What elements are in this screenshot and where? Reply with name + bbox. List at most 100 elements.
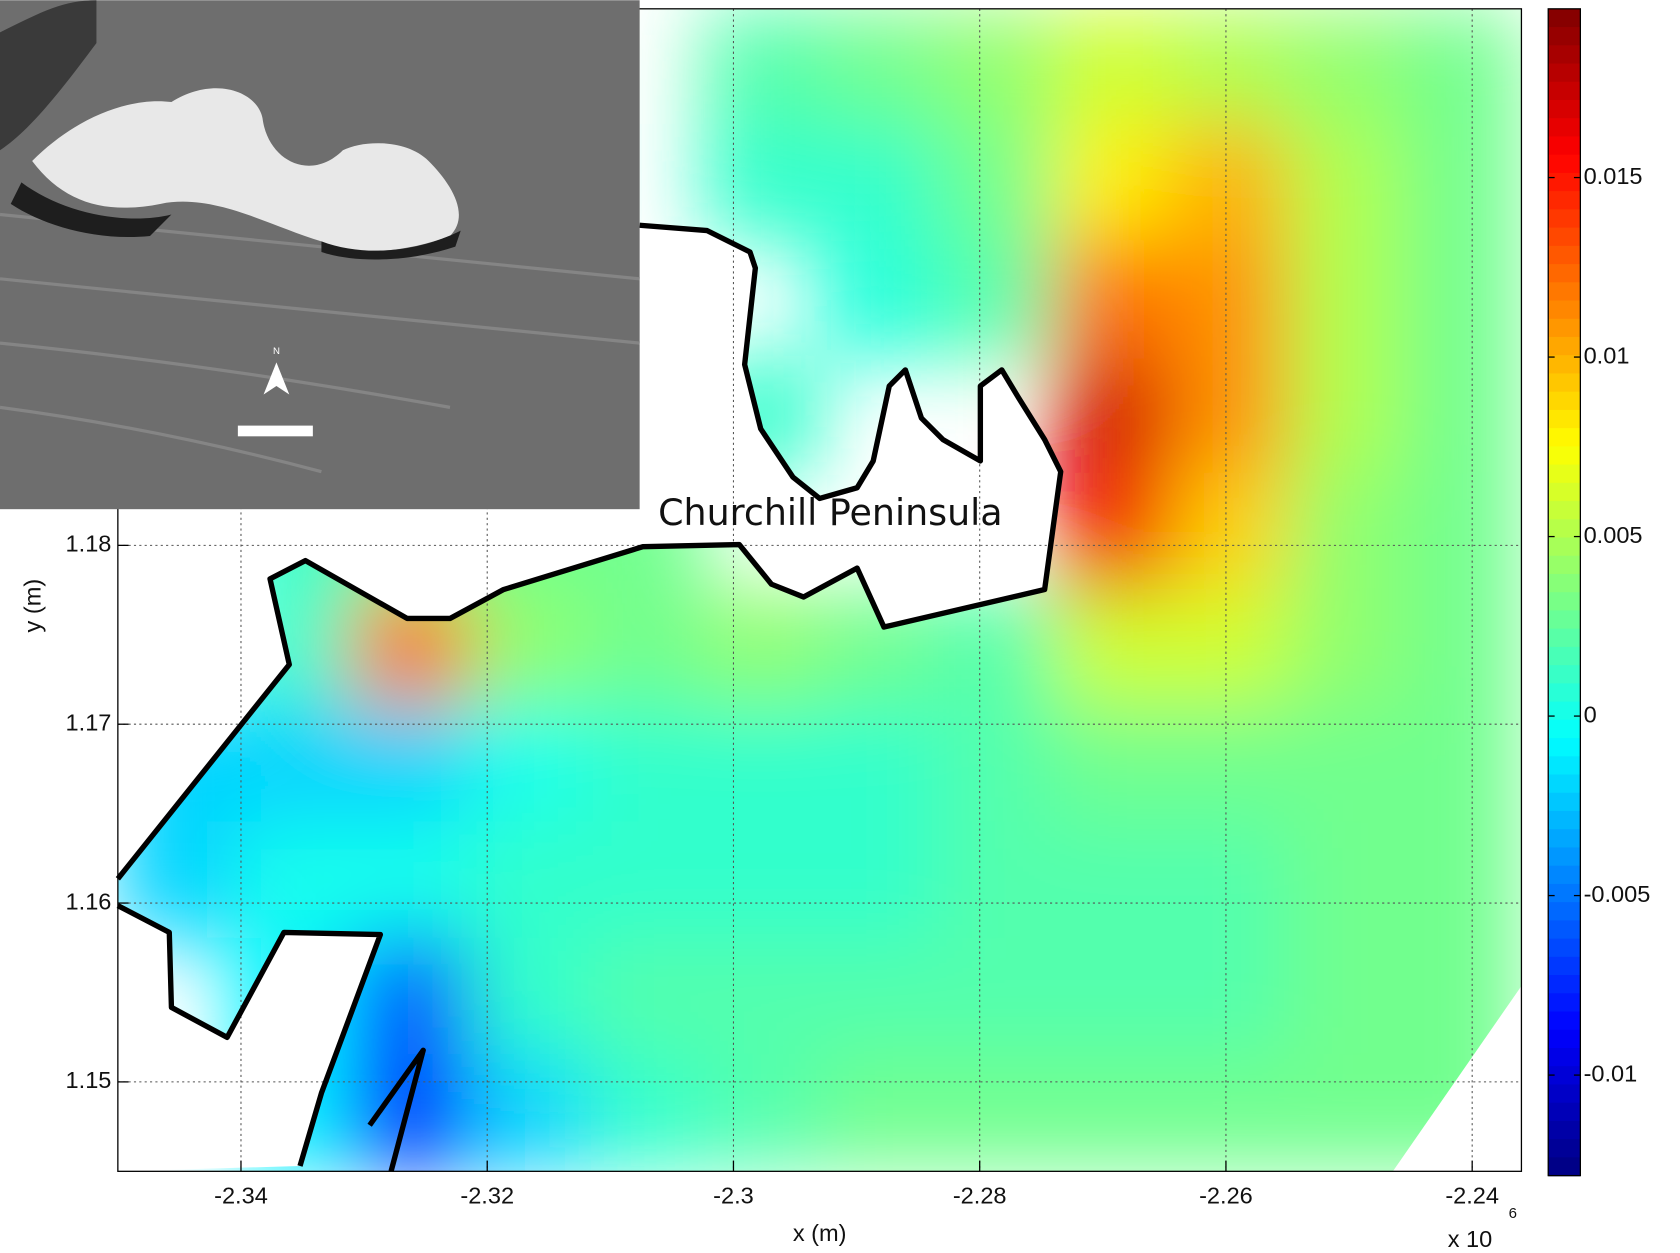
heatmap-cell [1169, 124, 1288, 242]
colorbar-swatch [1548, 720, 1580, 739]
heatmap-cell [936, 240, 1055, 358]
colorbar-swatch [1548, 1103, 1580, 1122]
y-axis-label: y (m) [20, 579, 46, 633]
colorbar-tick-label: 0 [1584, 701, 1597, 727]
heatmap-cell [468, 938, 587, 1056]
heatmap-cell [1169, 938, 1288, 1056]
y-tick-label: 1.18 [66, 531, 112, 557]
heatmap-cell [819, 705, 938, 823]
colorbar-swatch [1548, 647, 1580, 666]
heatmap-cell [819, 938, 938, 1056]
heatmap-cell [585, 822, 704, 940]
heatmap-cell [819, 822, 938, 940]
x-tick-label: -2.32 [460, 1182, 514, 1208]
heatmap-cell [819, 240, 938, 358]
heatmap-cell [1169, 1054, 1288, 1172]
x-multiplier-exponent: 6 [1509, 1205, 1517, 1222]
heatmap-cell [1286, 8, 1405, 126]
annotation: Churchill Peninsula [658, 491, 1003, 534]
heatmap-cell [1169, 8, 1288, 126]
x-tick-label: -2.26 [1199, 1182, 1253, 1208]
heatmap-cell [819, 1054, 938, 1172]
colorbar-swatch [1548, 282, 1580, 301]
heatmap-cell [1286, 1054, 1405, 1172]
colorbar-swatch [1548, 975, 1580, 994]
heatmap-cell [1286, 240, 1405, 358]
heatmap-cell [1286, 357, 1405, 475]
heatmap-cell [1403, 8, 1522, 126]
heatmap-cell [819, 124, 938, 242]
heatmap-cell [1053, 124, 1172, 242]
colorbar-swatch [1548, 592, 1580, 611]
heatmap-cell [585, 1054, 704, 1172]
colorbar-swatch [1548, 483, 1580, 502]
colorbar-swatch [1548, 136, 1580, 155]
heatmap-cell [936, 822, 1055, 940]
y-tick-label: 1.16 [66, 888, 112, 914]
colorbar-swatch [1548, 173, 1580, 192]
heatmap-cell [1053, 1054, 1172, 1172]
colorbar-swatch [1548, 155, 1580, 174]
heatmap-cell [936, 938, 1055, 1056]
colorbar-swatch [1548, 118, 1580, 137]
colorbar: -0.01 -0.005 0 0.005 0.01 0.015 [1548, 9, 1650, 1176]
heatmap-cell [702, 705, 821, 823]
heatmap-cell [702, 938, 821, 1056]
colorbar-swatch [1548, 829, 1580, 848]
colorbar-swatch [1548, 610, 1580, 629]
colorbar-swatch [1548, 519, 1580, 538]
heatmap-cell [936, 124, 1055, 242]
colorbar-swatch [1548, 410, 1580, 429]
heatmap-cell [585, 938, 704, 1056]
heatmap-cell [1169, 240, 1288, 358]
heatmap-cell [1053, 357, 1172, 475]
colorbar-swatch [1548, 957, 1580, 976]
colorbar-swatch [1548, 811, 1580, 830]
y-tick-label: 1.15 [66, 1067, 112, 1093]
heatmap-cell [702, 8, 821, 126]
colorbar-swatch [1548, 9, 1580, 28]
colorbar-swatch [1548, 446, 1580, 465]
heatmap-cell [936, 8, 1055, 126]
heatmap-cell [1053, 589, 1172, 707]
colorbar-swatch [1548, 301, 1580, 320]
colorbar-tick-label: 0.01 [1584, 342, 1630, 368]
heatmap-cell [1286, 938, 1405, 1056]
heatmap-cell [585, 705, 704, 823]
heatmap-cell [1053, 705, 1172, 823]
heatmap-cell [702, 589, 821, 707]
figure: -2.34-2.32-2.3-2.28-2.26-2.241.151.161.1… [0, 0, 1680, 1253]
colorbar-tick-label: -0.005 [1584, 881, 1651, 907]
colorbar-swatch [1548, 45, 1580, 64]
colorbar-swatch [1548, 866, 1580, 885]
colorbar-tick-label: 0.015 [1584, 163, 1643, 189]
x-tick-label: -2.28 [953, 1182, 1007, 1208]
heatmap-cell [1053, 473, 1172, 591]
colorbar-swatch [1548, 993, 1580, 1012]
heatmap-cell [468, 705, 587, 823]
heatmap-cell [1403, 357, 1522, 475]
heatmap-cell [1169, 473, 1288, 591]
colorbar-swatch [1548, 538, 1580, 557]
heatmap-cell [1286, 473, 1405, 591]
colorbar-swatch [1548, 209, 1580, 228]
colorbar-swatch [1548, 82, 1580, 101]
colorbar-swatch [1548, 939, 1580, 958]
x-axis-label: x (m) [793, 1220, 847, 1246]
heatmap-cell [1286, 589, 1405, 707]
colorbar-swatch [1548, 920, 1580, 939]
colorbar-swatch [1548, 902, 1580, 921]
colorbar-swatch [1548, 501, 1580, 520]
colorbar-tick-label: -0.01 [1584, 1060, 1638, 1086]
colorbar-swatch [1548, 775, 1580, 794]
colorbar-swatch [1548, 264, 1580, 283]
colorbar-swatch [1548, 228, 1580, 247]
colorbar-swatch [1548, 373, 1580, 392]
colorbar-swatch [1548, 756, 1580, 775]
inset-image: N [0, 0, 640, 509]
colorbar-tick-label: 0.005 [1584, 522, 1643, 548]
heatmap-cell [1169, 357, 1288, 475]
y-tick-label: 1.17 [66, 709, 112, 735]
heatmap-cell [234, 705, 353, 823]
colorbar-swatch [1548, 355, 1580, 374]
